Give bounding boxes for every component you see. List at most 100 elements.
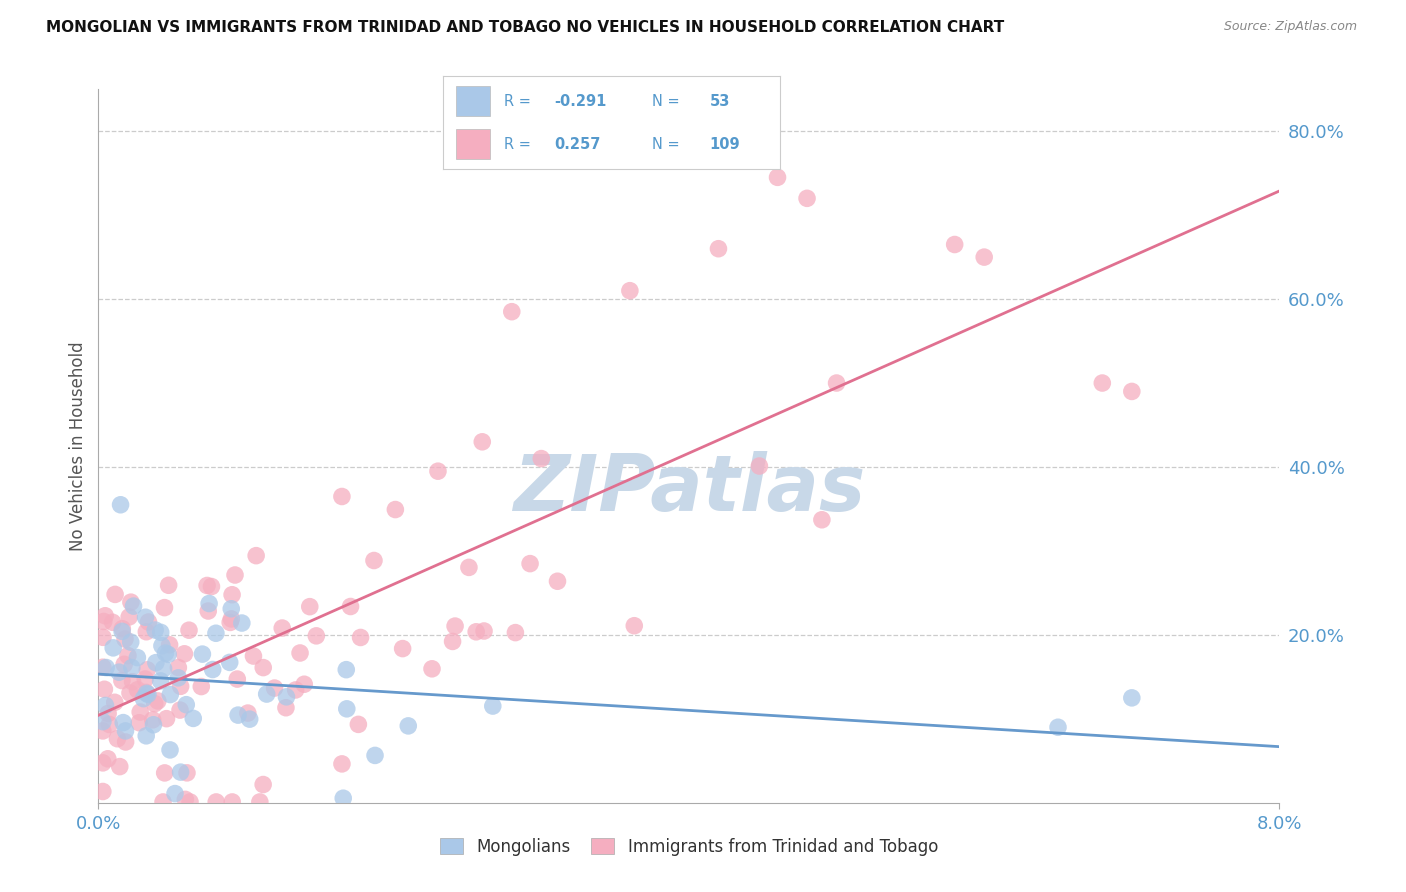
Point (218, 656, 240, 670)
Point (471, 434, 494, 449)
Point (519, 557, 541, 571)
Point (236, 706, 259, 720)
Point (112, 657, 135, 672)
Legend: Mongolians, Immigrants from Trinidad and Tobago: Mongolians, Immigrants from Trinidad and… (433, 831, 945, 863)
Point (157, 578, 180, 592)
Text: Source: ZipAtlas.com: Source: ZipAtlas.com (1223, 20, 1357, 33)
Point (142, 713, 165, 727)
Point (152, 795, 174, 809)
Point (104, 587, 127, 601)
Point (205, 795, 228, 809)
Point (174, 792, 197, 806)
Point (169, 679, 191, 693)
Point (330, 490, 353, 504)
Point (114, 632, 136, 646)
Point (135, 624, 157, 639)
Point (91, 784, 114, 798)
Point (134, 672, 156, 686)
Point (198, 597, 221, 611)
Point (623, 618, 645, 632)
Point (335, 663, 357, 677)
Point (349, 631, 371, 645)
Point (157, 648, 180, 662)
Point (155, 646, 177, 660)
Point (191, 647, 214, 661)
Bar (457, 129, 491, 159)
Point (292, 677, 315, 691)
Point (135, 686, 157, 700)
Point (159, 688, 181, 702)
Point (121, 660, 143, 674)
Point (444, 619, 467, 633)
Point (226, 672, 249, 686)
Point (249, 795, 271, 809)
Point (179, 795, 201, 809)
Point (135, 685, 157, 699)
Point (97, 752, 120, 766)
Point (748, 458, 770, 473)
Point (465, 624, 488, 639)
Point (239, 712, 262, 726)
Point (1046, 720, 1070, 734)
Point (120, 635, 142, 649)
Point (271, 621, 294, 635)
Point (101, 615, 124, 630)
Point (181, 711, 204, 725)
Point (127, 682, 149, 697)
Point (825, 376, 848, 390)
Point (197, 604, 219, 618)
Point (177, 623, 200, 637)
Point (363, 553, 385, 567)
Point (136, 687, 159, 701)
Point (93, 615, 115, 629)
Point (114, 723, 136, 738)
Point (242, 648, 264, 663)
Point (121, 674, 143, 689)
Point (305, 629, 328, 643)
Point (973, 250, 995, 264)
Point (330, 756, 353, 771)
Point (619, 284, 641, 298)
Point (811, 513, 834, 527)
Point (142, 718, 165, 732)
Bar (457, 87, 491, 116)
Text: N =: N = (652, 136, 679, 152)
Point (134, 610, 156, 624)
Point (135, 729, 157, 743)
Point (163, 787, 186, 801)
Point (256, 687, 278, 701)
Point (288, 646, 311, 660)
Point (93, 682, 115, 697)
Point (472, 624, 495, 638)
Point (221, 612, 243, 626)
Point (112, 715, 135, 730)
Point (364, 748, 387, 763)
Point (195, 578, 218, 592)
Point (1121, 384, 1143, 399)
Point (245, 549, 267, 563)
Point (145, 656, 167, 670)
Point (796, 191, 818, 205)
Point (530, 451, 553, 466)
Point (110, 498, 132, 512)
Point (122, 599, 145, 613)
Point (943, 237, 966, 252)
Point (274, 700, 297, 714)
Point (91, 714, 114, 729)
Point (284, 682, 307, 697)
Point (263, 681, 285, 695)
Point (547, 574, 569, 589)
Point (167, 671, 190, 685)
Point (336, 702, 359, 716)
Point (396, 719, 419, 733)
Point (200, 580, 222, 594)
Point (114, 735, 136, 749)
Point (138, 615, 160, 629)
Point (169, 703, 191, 717)
Point (174, 698, 197, 712)
Point (149, 625, 172, 640)
Point (169, 765, 191, 780)
Point (94, 660, 117, 674)
Point (458, 560, 481, 574)
Point (150, 639, 173, 653)
